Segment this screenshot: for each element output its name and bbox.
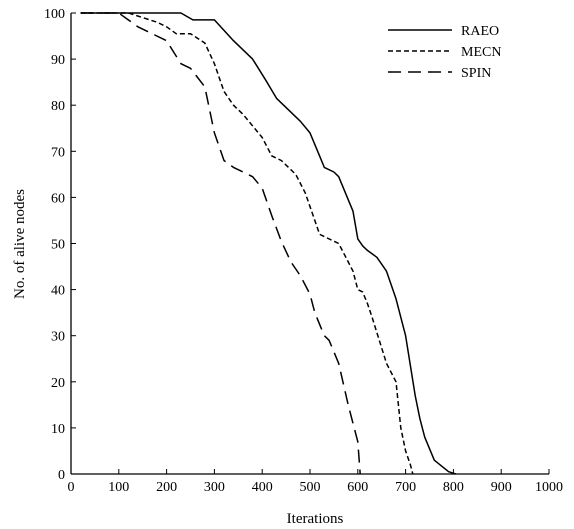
x-tick-label: 200 (156, 480, 177, 495)
legend-label-raeo: RAEO (461, 24, 499, 39)
x-axis-label: Iterations (287, 511, 344, 527)
y-tick-label: 50 (51, 238, 65, 253)
axes: 0 100 200 300 400 500 600 700 800 900 1000 0 10 20 30 4… (44, 7, 563, 495)
x-tick-label: 0 (68, 480, 75, 495)
y-tick-label: 80 (51, 99, 65, 114)
x-tick-label: 900 (491, 480, 512, 495)
x-tick-label: 500 (300, 480, 321, 495)
y-tick-label: 0 (58, 468, 65, 483)
x-tick-label: 400 (252, 480, 273, 495)
y-tick-label: 100 (44, 7, 65, 22)
y-tick-label: 70 (51, 145, 65, 160)
x-tick-label: 600 (347, 480, 368, 495)
legend: RAEO MECN SPIN (388, 24, 501, 81)
legend-label-spin: SPIN (461, 66, 491, 81)
x-tick-label: 700 (395, 480, 416, 495)
y-tick-label: 10 (51, 422, 65, 437)
y-tick-label: 20 (51, 376, 65, 391)
y-tick-label: 40 (51, 284, 65, 299)
series-line-spin (80, 12, 361, 475)
x-tick-label: 1000 (535, 480, 563, 495)
legend-label-mecn: MECN (461, 45, 501, 60)
y-axis-label: No. of alive nodes (12, 189, 28, 299)
x-tick-label: 800 (443, 480, 464, 495)
series-line-raeo (80, 12, 457, 475)
x-tick-label: 100 (108, 480, 129, 495)
y-tick-label: 30 (51, 330, 65, 345)
x-tick-label: 300 (204, 480, 225, 495)
y-tick-label: 90 (51, 53, 65, 68)
y-tick-label: 60 (51, 191, 65, 206)
plot-area (80, 12, 457, 475)
series-line-mecn (80, 12, 414, 475)
